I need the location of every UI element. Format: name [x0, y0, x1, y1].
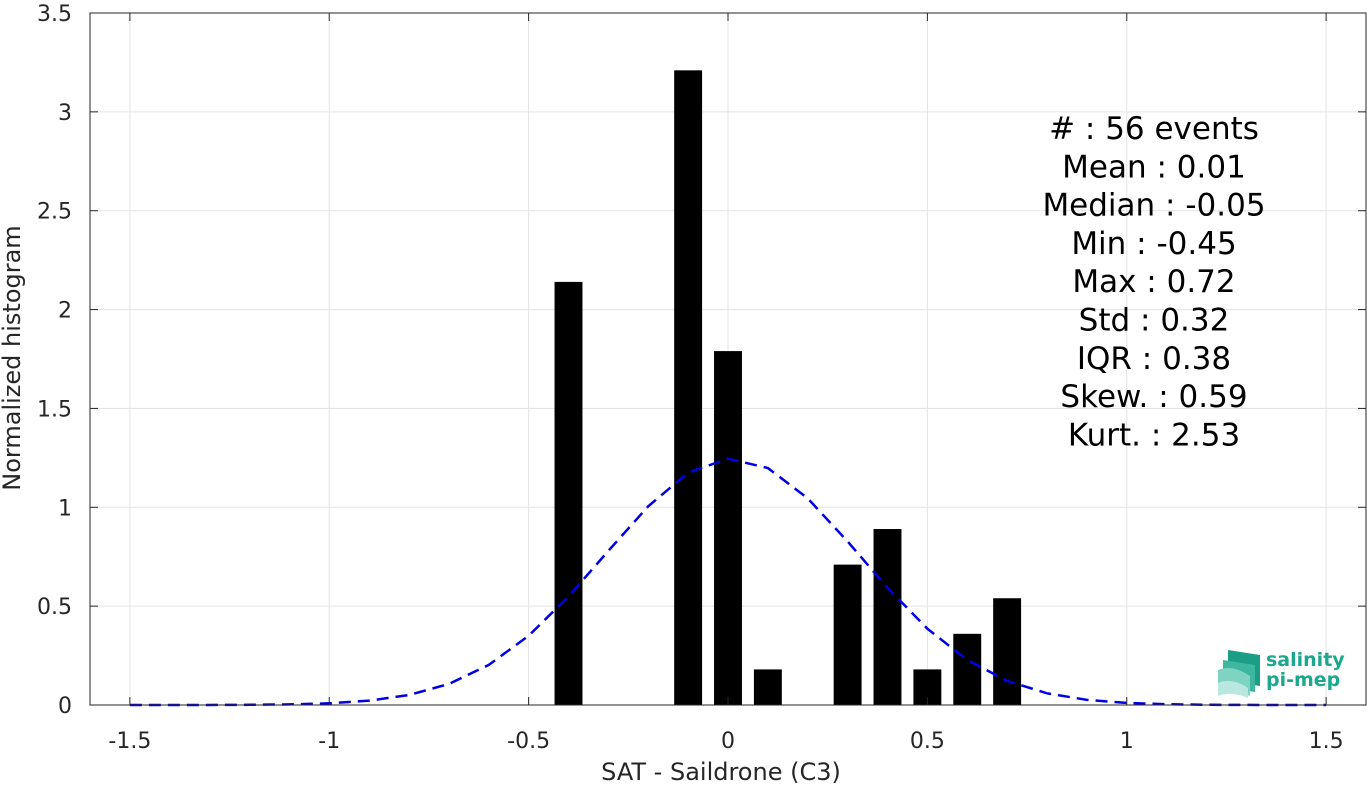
histogram-bar-2 [714, 351, 742, 705]
stat-line-5: Std : 0.32 [1079, 303, 1230, 339]
x-tick-label-2: -0.5 [507, 729, 550, 754]
y-tick-labels: 0 0.5 1 1.5 2 2.5 3 3.5 [37, 2, 72, 719]
logo-text-pi-mep: pi-mep [1266, 669, 1340, 691]
stat-line-2: Median : -0.05 [1042, 188, 1265, 224]
y-tick-label-6: 3 [58, 101, 72, 126]
x-tick-label-0: -1.5 [108, 729, 151, 754]
histogram-bar-0 [554, 281, 583, 705]
y-tick-label-7: 3.5 [37, 2, 72, 27]
y-tick-label-2: 1 [58, 496, 72, 521]
stat-line-8: Kurt. : 2.53 [1068, 417, 1240, 453]
histogram-bar-1 [674, 70, 703, 705]
wave-logo-icon [1218, 650, 1260, 698]
histogram-bar-3 [753, 669, 782, 705]
x-tick-label-4: 0.5 [910, 729, 945, 754]
x-tick-label-5: 1 [1120, 729, 1134, 754]
y-tick-label-5: 2.5 [37, 200, 72, 225]
histogram-bars [554, 70, 1022, 705]
x-tick-label-3: 0 [721, 729, 735, 754]
plot-axes [89, 12, 1367, 706]
stat-line-0: # : 56 events [1049, 111, 1259, 147]
x-tick-label-6: 1.5 [1309, 729, 1344, 754]
y-tick-label-4: 2 [58, 299, 72, 324]
y-axis-label: Normalized histogram [0, 225, 26, 490]
histogram-bar-5 [873, 529, 902, 705]
stat-line-3: Min : -0.45 [1071, 226, 1236, 262]
y-tick-label-1: 0.5 [37, 595, 72, 620]
stat-line-7: Skew. : 0.59 [1060, 379, 1247, 415]
x-tick-labels: -1.5 -1 -0.5 0 0.5 1 1.5 [108, 729, 1343, 754]
histogram-bar-8 [993, 598, 1022, 705]
salinity-pi-mep-logo: salinity pi-mep [1218, 649, 1345, 698]
logo-text-salinity: salinity [1266, 649, 1345, 671]
x-tick-label-1: -1 [318, 729, 340, 754]
y-tick-label-3: 1.5 [37, 397, 72, 422]
stat-line-4: Max : 0.72 [1072, 264, 1235, 300]
histogram-bar-7 [953, 633, 982, 705]
x-axis-label: SAT - Saildrone (C3) [601, 758, 841, 785]
stat-line-6: IQR : 0.38 [1077, 341, 1231, 377]
stat-line-1: Mean : 0.01 [1062, 149, 1246, 185]
y-tick-label-0: 0 [58, 694, 72, 719]
histogram-bar-4 [833, 564, 862, 705]
